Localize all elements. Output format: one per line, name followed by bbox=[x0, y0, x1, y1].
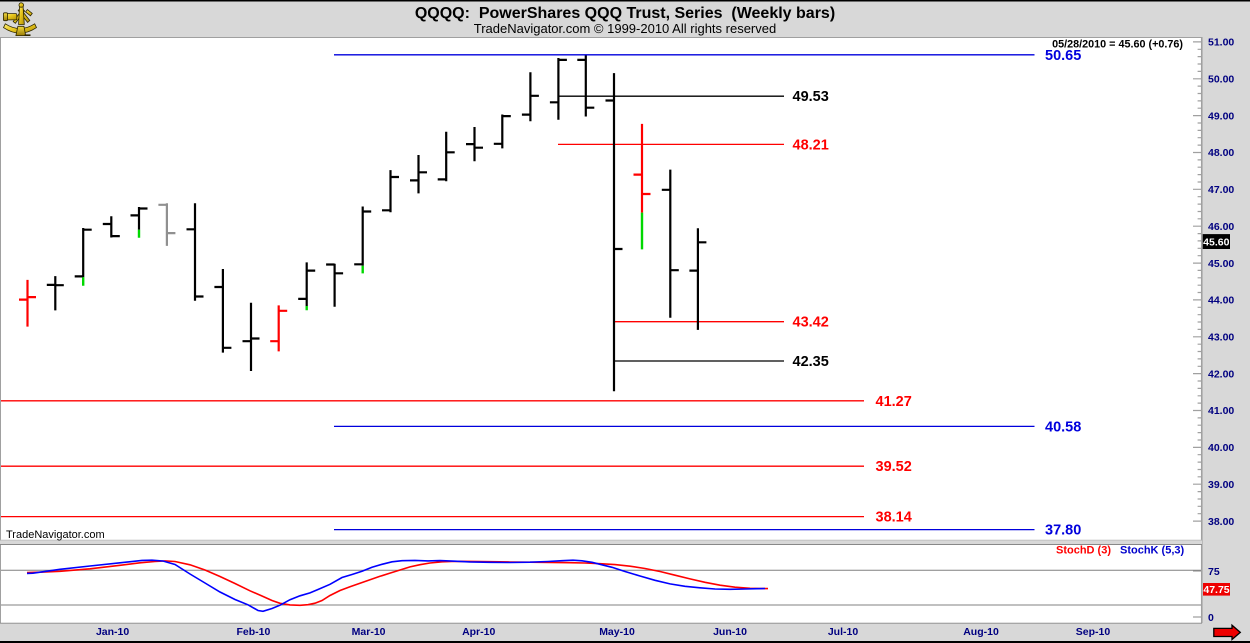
svg-text:Jun-10: Jun-10 bbox=[713, 626, 747, 638]
svg-text:41.27: 41.27 bbox=[876, 394, 912, 410]
svg-text:42.00: 42.00 bbox=[1208, 368, 1234, 380]
svg-text:Mar-10: Mar-10 bbox=[352, 626, 386, 638]
svg-text:39.52: 39.52 bbox=[876, 459, 912, 475]
svg-text:45.00: 45.00 bbox=[1208, 258, 1234, 270]
svg-text:48.21: 48.21 bbox=[793, 137, 829, 153]
svg-text:39.00: 39.00 bbox=[1208, 479, 1234, 491]
svg-text:50.65: 50.65 bbox=[1045, 48, 1081, 64]
svg-text:42.35: 42.35 bbox=[793, 354, 829, 370]
svg-text:0: 0 bbox=[1208, 612, 1214, 624]
svg-text:50.00: 50.00 bbox=[1208, 74, 1234, 86]
svg-text:Aug-10: Aug-10 bbox=[963, 626, 999, 638]
svg-text:47.75: 47.75 bbox=[1203, 584, 1229, 596]
svg-text:75: 75 bbox=[1208, 566, 1220, 578]
svg-text:Sep-10: Sep-10 bbox=[1076, 626, 1111, 638]
svg-text:48.00: 48.00 bbox=[1208, 147, 1234, 159]
svg-text:38.00: 38.00 bbox=[1208, 516, 1234, 528]
svg-text:49.00: 49.00 bbox=[1208, 110, 1234, 122]
svg-text:43.42: 43.42 bbox=[793, 315, 829, 331]
svg-text:45.60: 45.60 bbox=[1203, 237, 1229, 249]
svg-text:37.80: 37.80 bbox=[1045, 523, 1081, 539]
svg-text:40.00: 40.00 bbox=[1208, 442, 1234, 454]
svg-text:TradeNavigator.com © 1999-2010: TradeNavigator.com © 1999-2010 All right… bbox=[474, 21, 776, 36]
svg-text:38.14: 38.14 bbox=[876, 510, 912, 526]
svg-text:49.53: 49.53 bbox=[793, 89, 829, 105]
svg-text:47.00: 47.00 bbox=[1208, 184, 1234, 196]
svg-text:Feb-10: Feb-10 bbox=[236, 626, 270, 638]
svg-text:05/28/2010 = 45.60 (+0.76): 05/28/2010 = 45.60 (+0.76) bbox=[1052, 39, 1183, 51]
svg-text:Jan-10: Jan-10 bbox=[96, 626, 129, 638]
svg-text:43.00: 43.00 bbox=[1208, 332, 1234, 344]
svg-text:Apr-10: Apr-10 bbox=[462, 626, 495, 638]
svg-text:Jul-10: Jul-10 bbox=[828, 626, 859, 638]
svg-text:May-10: May-10 bbox=[599, 626, 635, 638]
svg-text:40.58: 40.58 bbox=[1045, 419, 1081, 435]
svg-text:QQQQ: PowerShares QQQ Trust,: QQQQ: PowerShares QQQ Trust, Series (Wee… bbox=[415, 5, 835, 22]
svg-text:51.00: 51.00 bbox=[1208, 37, 1234, 49]
svg-text:46.00: 46.00 bbox=[1208, 221, 1234, 233]
svg-text:StochD (3): StochD (3) bbox=[1056, 545, 1111, 557]
svg-text:41.00: 41.00 bbox=[1208, 405, 1234, 417]
svg-text:TradeNavigator.com: TradeNavigator.com bbox=[6, 529, 105, 541]
svg-text:44.00: 44.00 bbox=[1208, 295, 1234, 307]
svg-text:StochK (5,3): StochK (5,3) bbox=[1120, 545, 1185, 557]
